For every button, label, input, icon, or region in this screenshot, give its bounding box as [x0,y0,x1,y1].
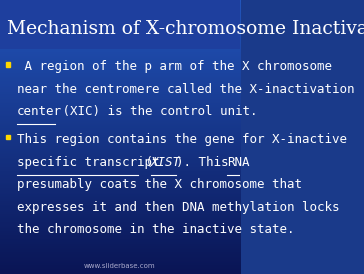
Text: expresses it and then DNA methylation locks: expresses it and then DNA methylation lo… [17,201,339,213]
Text: This region contains the gene for X-inactive: This region contains the gene for X-inac… [17,133,347,146]
Text: www.sliderbase.com: www.sliderbase.com [84,262,156,269]
Text: Mechanism of X-chromosome Inactivation: Mechanism of X-chromosome Inactivation [7,20,364,38]
Text: (XIC) is the control unit.: (XIC) is the control unit. [55,105,258,118]
Text: RNA: RNA [228,156,250,169]
Text: near the centromere called the X-inactivation: near the centromere called the X-inactiv… [17,83,354,96]
Text: XIST: XIST [151,156,181,169]
FancyBboxPatch shape [0,0,240,49]
Text: the chromosome in the inactive state.: the chromosome in the inactive state. [17,223,294,236]
Text: ). This: ). This [176,156,236,169]
FancyBboxPatch shape [6,62,10,67]
Text: (: ( [138,156,153,169]
Text: specific transcript: specific transcript [17,156,159,169]
Text: center: center [17,105,62,118]
Text: presumably coats the X chromosome that: presumably coats the X chromosome that [17,178,302,191]
Text: A region of the p arm of the X chromosome: A region of the p arm of the X chromosom… [17,60,332,73]
FancyBboxPatch shape [6,135,10,139]
